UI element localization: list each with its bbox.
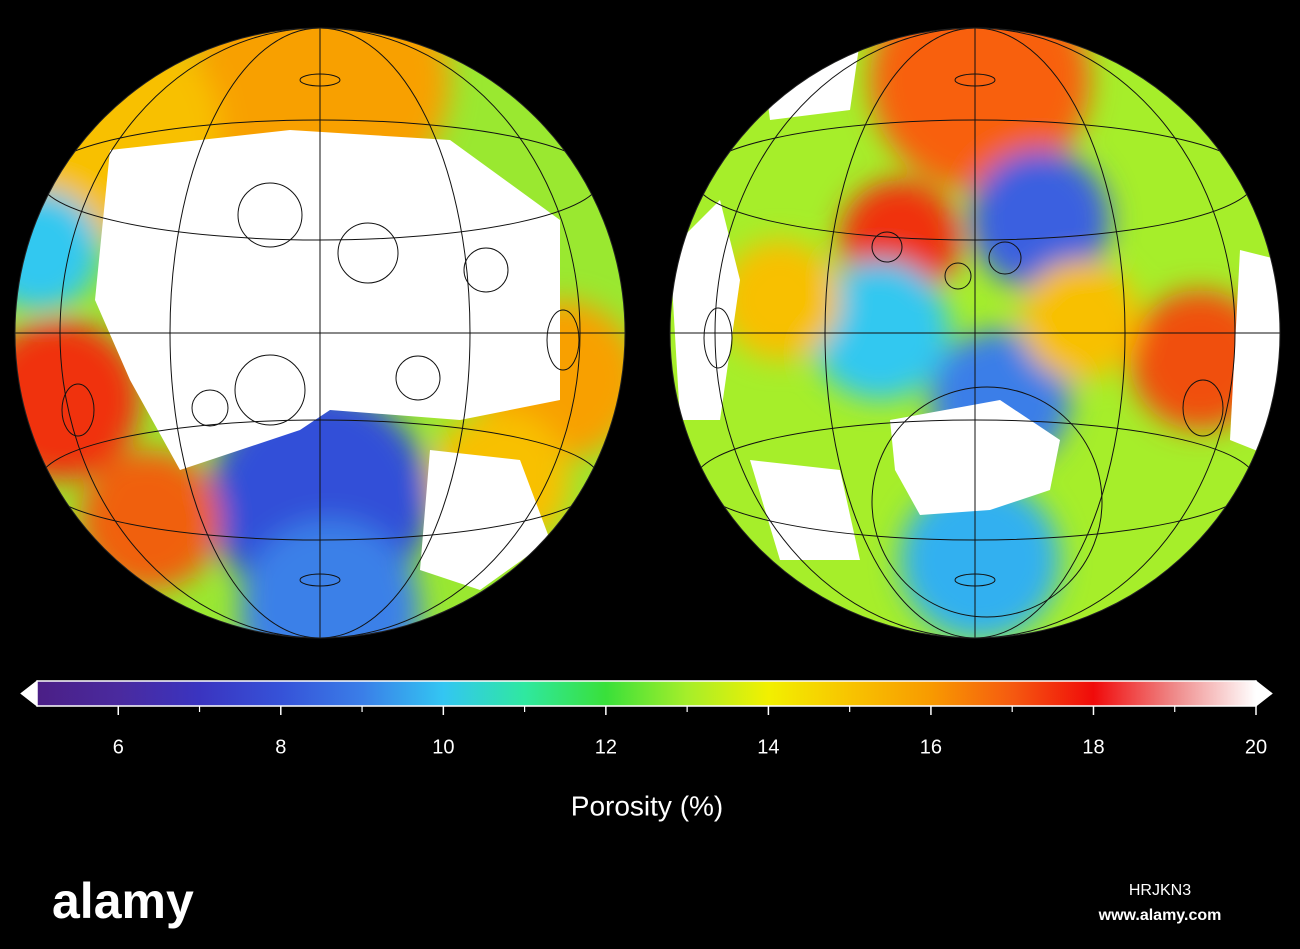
right-outline — [669, 27, 1281, 639]
left-outline — [14, 27, 626, 639]
colorbar: 6 8 10 12 14 16 18 20 — [20, 679, 1273, 758]
right-hemisphere — [670, 28, 1280, 638]
left-hemisphere — [15, 28, 625, 638]
watermark-brand: alamy — [52, 873, 194, 929]
colorbar-gradient — [36, 680, 1257, 707]
tick-label: 18 — [1082, 736, 1104, 758]
tick-label: 8 — [275, 736, 286, 758]
watermark-code: HRJKN3 — [1129, 882, 1191, 899]
tick-label: 12 — [595, 736, 617, 758]
watermark-url: www.alamy.com — [1098, 907, 1222, 924]
tick-label: 10 — [432, 736, 454, 758]
colorbar-label: Porosity (%) — [571, 790, 723, 821]
tick-label: 16 — [920, 736, 942, 758]
tick-label: 6 — [113, 736, 124, 758]
tick-label: 14 — [757, 736, 779, 758]
tick-label: 20 — [1245, 736, 1267, 758]
